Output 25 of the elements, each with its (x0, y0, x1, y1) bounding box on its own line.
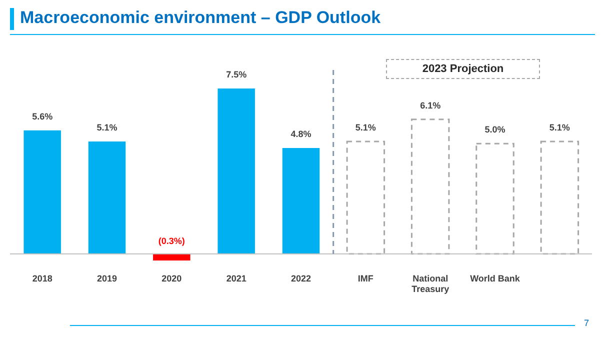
data-label: 7.5% (226, 70, 247, 80)
bar (24, 130, 61, 254)
data-label: 6.1% (420, 100, 441, 110)
data-label: (0.3%) (158, 236, 185, 246)
x-tick-label: 2018 (32, 273, 52, 284)
chart-title: Macroeconomic environment – GDP Outlook (20, 8, 381, 28)
x-tick-label: 2021 (226, 273, 246, 284)
data-label: 5.6% (32, 111, 53, 122)
x-tick-label: IMF (358, 273, 374, 284)
data-label: 5.1% (96, 122, 118, 132)
bar (218, 88, 255, 254)
text: 7 (584, 318, 590, 328)
bar (153, 254, 190, 260)
data-label: 4.8% (290, 129, 312, 140)
x-tick-label: 2022 (290, 273, 312, 284)
x-tick-label: World Bank (470, 273, 521, 284)
x-tick-label: 2020 (162, 273, 182, 284)
data-label: 5.0% (484, 124, 506, 135)
bar (88, 141, 126, 254)
bar (282, 148, 320, 254)
x-tick-label: 2019 (96, 273, 118, 284)
text: 2023 Projection (386, 59, 540, 79)
data-label: 5.1% (549, 122, 570, 132)
data-label: 5.1% (355, 122, 376, 132)
x-tick-label: National Treasury (412, 273, 450, 294)
